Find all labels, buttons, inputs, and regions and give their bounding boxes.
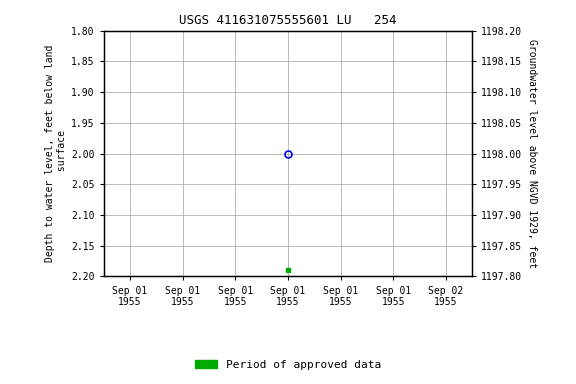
Y-axis label: Depth to water level, feet below land
 surface: Depth to water level, feet below land su…: [46, 45, 67, 262]
Y-axis label: Groundwater level above NGVD 1929, feet: Groundwater level above NGVD 1929, feet: [526, 39, 537, 268]
Title: USGS 411631075555601 LU   254: USGS 411631075555601 LU 254: [179, 14, 397, 27]
Legend: Period of approved data: Period of approved data: [191, 355, 385, 374]
